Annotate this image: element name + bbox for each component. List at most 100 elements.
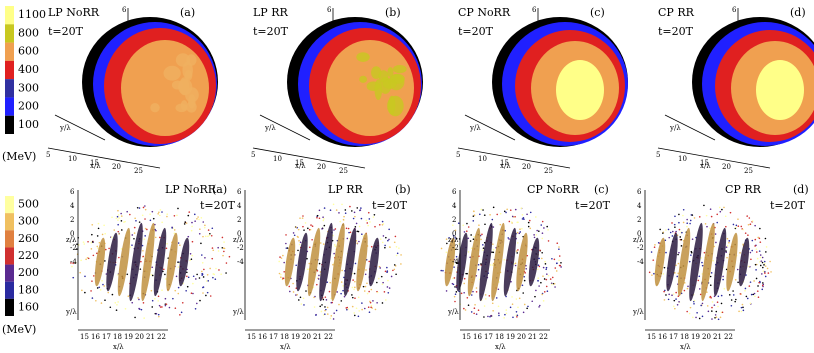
particle bbox=[497, 288, 500, 291]
particle bbox=[202, 286, 205, 288]
particle bbox=[543, 278, 546, 280]
particle bbox=[186, 285, 189, 288]
particle bbox=[347, 227, 350, 230]
particle bbox=[355, 222, 358, 225]
axis-label: x/λ bbox=[700, 162, 711, 170]
particle bbox=[300, 303, 303, 305]
particle bbox=[489, 264, 492, 266]
particle bbox=[690, 254, 692, 256]
hot-spot bbox=[382, 79, 397, 89]
axis-tick: 4 bbox=[237, 202, 242, 210]
particle bbox=[769, 260, 771, 263]
particle bbox=[91, 241, 94, 243]
particle bbox=[329, 209, 332, 211]
slice bbox=[503, 227, 517, 297]
particle bbox=[339, 220, 342, 223]
particle bbox=[319, 242, 322, 244]
particle bbox=[445, 290, 448, 292]
particle bbox=[479, 213, 481, 216]
particle bbox=[529, 227, 532, 230]
particle bbox=[472, 220, 475, 222]
particle bbox=[376, 301, 378, 304]
particle bbox=[718, 206, 721, 209]
particle bbox=[387, 239, 389, 242]
particle bbox=[475, 287, 478, 289]
particle bbox=[343, 295, 346, 298]
particle bbox=[706, 305, 709, 307]
colorbar-label: 200 bbox=[18, 266, 39, 279]
particle bbox=[370, 306, 372, 309]
particle bbox=[123, 221, 125, 223]
particle bbox=[491, 302, 494, 305]
particle bbox=[506, 208, 508, 211]
axis-tick: 5 bbox=[456, 151, 460, 159]
axis-tick: -4 bbox=[237, 258, 244, 266]
particle bbox=[722, 278, 724, 281]
axis-tick: 6 bbox=[532, 6, 537, 14]
particle bbox=[678, 228, 681, 231]
particle bbox=[367, 224, 369, 227]
particle bbox=[541, 220, 544, 223]
particle bbox=[138, 221, 141, 223]
particle bbox=[511, 296, 513, 298]
particle bbox=[344, 212, 347, 215]
particle bbox=[742, 309, 745, 312]
particle bbox=[735, 224, 738, 227]
particle bbox=[368, 260, 371, 263]
particle bbox=[545, 285, 548, 288]
particle bbox=[91, 297, 94, 299]
particle bbox=[388, 228, 390, 231]
particle bbox=[520, 207, 523, 210]
particle bbox=[764, 265, 767, 267]
particle bbox=[691, 214, 694, 216]
particle bbox=[351, 210, 353, 212]
particle bbox=[79, 271, 81, 274]
particle bbox=[280, 273, 282, 276]
particle bbox=[117, 230, 120, 233]
particle bbox=[474, 304, 476, 306]
particle bbox=[316, 214, 319, 217]
particle bbox=[308, 228, 311, 231]
particle bbox=[555, 270, 558, 272]
particle bbox=[151, 274, 154, 277]
particle bbox=[511, 215, 514, 218]
particle bbox=[759, 256, 762, 259]
particle bbox=[342, 285, 344, 287]
particle bbox=[560, 266, 562, 268]
axis-tick: 19 bbox=[291, 333, 300, 341]
particle bbox=[357, 296, 360, 299]
particle bbox=[469, 256, 471, 259]
axis-tick: 2 bbox=[637, 216, 641, 224]
axis-tick: 20 bbox=[517, 333, 526, 341]
particle bbox=[161, 211, 163, 213]
particle bbox=[747, 223, 750, 226]
particle bbox=[480, 263, 482, 265]
particle bbox=[730, 304, 733, 307]
particle bbox=[514, 262, 517, 265]
particle bbox=[485, 298, 487, 300]
colorbar-segment bbox=[5, 6, 14, 25]
colorbar-label: 300 bbox=[18, 215, 39, 228]
particle bbox=[358, 310, 360, 312]
particle bbox=[351, 305, 354, 308]
particle bbox=[463, 291, 465, 294]
particle bbox=[703, 251, 706, 254]
particle bbox=[467, 226, 470, 228]
axis-label: y/λ bbox=[632, 308, 644, 316]
particle bbox=[221, 246, 224, 249]
particle bbox=[84, 275, 86, 278]
axis-tick: 15 bbox=[90, 159, 99, 167]
particle bbox=[117, 219, 119, 221]
particle bbox=[726, 237, 729, 240]
particle bbox=[323, 218, 325, 220]
particle bbox=[514, 208, 517, 211]
particle bbox=[212, 276, 214, 279]
panel-letter: (d) bbox=[790, 6, 806, 19]
particle bbox=[129, 213, 131, 216]
particle bbox=[678, 251, 680, 254]
particle bbox=[116, 303, 118, 306]
colorbar-segment bbox=[5, 79, 14, 98]
particle bbox=[104, 260, 106, 262]
hot-spot bbox=[175, 53, 191, 67]
particle bbox=[505, 312, 508, 315]
